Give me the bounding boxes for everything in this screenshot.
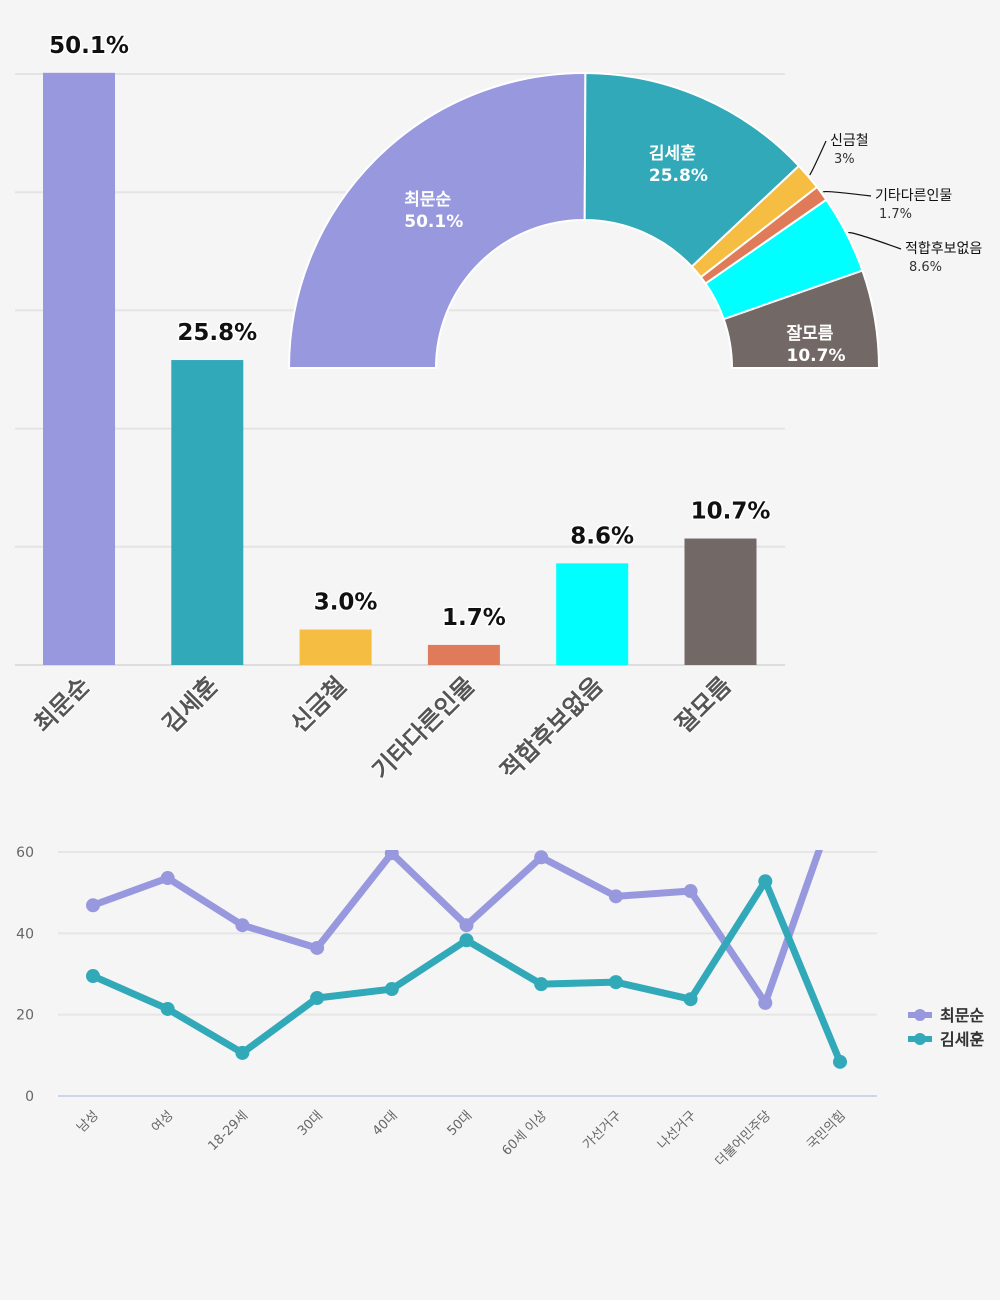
line-path [91, 877, 844, 1064]
donut-label: 김세훈 [649, 143, 696, 164]
x-tick-label: 30대 [295, 1108, 326, 1139]
line-path [91, 850, 823, 1007]
line-point [86, 969, 100, 984]
line-point [758, 995, 773, 1010]
legend-marker [914, 1033, 926, 1045]
donut-label: 최문순 [404, 190, 451, 210]
line-point [235, 1045, 250, 1060]
donut-slice-1 [583, 71, 801, 269]
x-tick-label: 가선거구 [580, 1108, 624, 1152]
x-tick-label: 더불어민주당 [713, 1108, 774, 1169]
y-tick-label: 20 [16, 1008, 34, 1024]
bar-value-label: 25.8% [177, 320, 257, 346]
line-point [534, 850, 549, 865]
donut-outside-value: 1.7% [879, 207, 912, 222]
bar-category-label: 적합후보없음 [495, 671, 608, 784]
line-point [235, 918, 250, 933]
donut-value: 25.8% [649, 166, 708, 186]
y-tick-label: 0 [25, 1089, 34, 1105]
bar-5 [684, 538, 757, 665]
x-tick-label: 나선거구 [655, 1108, 699, 1152]
line-point [683, 884, 698, 899]
bar-value-label: 3.0% [314, 590, 378, 616]
x-tick-label: 50대 [445, 1108, 476, 1139]
bar-value-label: 8.6% [570, 523, 634, 549]
donut-leader-line [822, 190, 872, 197]
line-point [310, 940, 325, 955]
line-point [160, 1001, 175, 1016]
y-tick-label: 40 [16, 926, 34, 942]
bar-value-label: 1.7% [442, 605, 506, 631]
x-tick-label: 18-29세 [205, 1108, 251, 1154]
donut-outside-label: 기타다른인물 [875, 188, 952, 204]
line-point [833, 1054, 847, 1069]
line-point [683, 992, 698, 1007]
bar-4 [556, 563, 629, 665]
bar-category-label: 김세훈 [157, 671, 224, 738]
line-point [310, 990, 325, 1005]
line-point [384, 982, 399, 997]
legend-label: 김세훈 [940, 1030, 984, 1049]
x-tick-label: 남성 [74, 1108, 102, 1136]
bar-2 [299, 629, 372, 665]
line-point [608, 975, 623, 990]
bar-1 [171, 360, 244, 665]
donut-outside-label: 적합후보없음 [905, 241, 982, 257]
x-tick-label: 여성 [149, 1108, 177, 1136]
donut-outside-value: 3% [834, 152, 855, 167]
bar-category-label: 신금철 [285, 671, 352, 738]
line-series-0 [86, 784, 847, 1010]
legend-label: 최문순 [940, 1006, 984, 1025]
bar-category-label: 최문순 [29, 671, 96, 738]
bar-value-label: 10.7% [691, 499, 771, 525]
line-point [86, 898, 100, 913]
donut-slice-0 [287, 72, 587, 369]
bar-category-label: 기타다른인물 [367, 671, 480, 784]
donut-label: 잘모름 [787, 323, 834, 344]
legend-marker [914, 1009, 926, 1021]
x-tick-label: 국민의힘 [804, 1108, 848, 1152]
donut-slice-5 [722, 269, 881, 369]
donut-outside-value: 8.6% [909, 260, 942, 275]
line-point [384, 850, 399, 861]
line-point [534, 977, 549, 992]
bar-0 [43, 72, 115, 666]
bar-category-label: 잘모름 [670, 671, 737, 738]
x-tick-label: 60세 이상 [499, 1108, 550, 1159]
donut-outside-label: 신금철 [830, 133, 869, 149]
line-series-1 [86, 874, 847, 1069]
donut-leader-line [847, 232, 902, 250]
donut-value: 10.7% [787, 346, 846, 366]
donut-leader-line [809, 140, 827, 176]
line-point [833, 784, 847, 798]
y-tick-label: 60 [16, 845, 34, 861]
x-tick-label: 40대 [370, 1108, 401, 1139]
line-point [160, 871, 175, 886]
line-point [459, 933, 474, 948]
line-point [459, 918, 474, 933]
bar-value-label: 50.1% [49, 33, 129, 59]
donut-value: 50.1% [404, 212, 463, 232]
line-point [758, 874, 773, 889]
bar-3 [427, 644, 500, 665]
line-point [608, 889, 623, 904]
